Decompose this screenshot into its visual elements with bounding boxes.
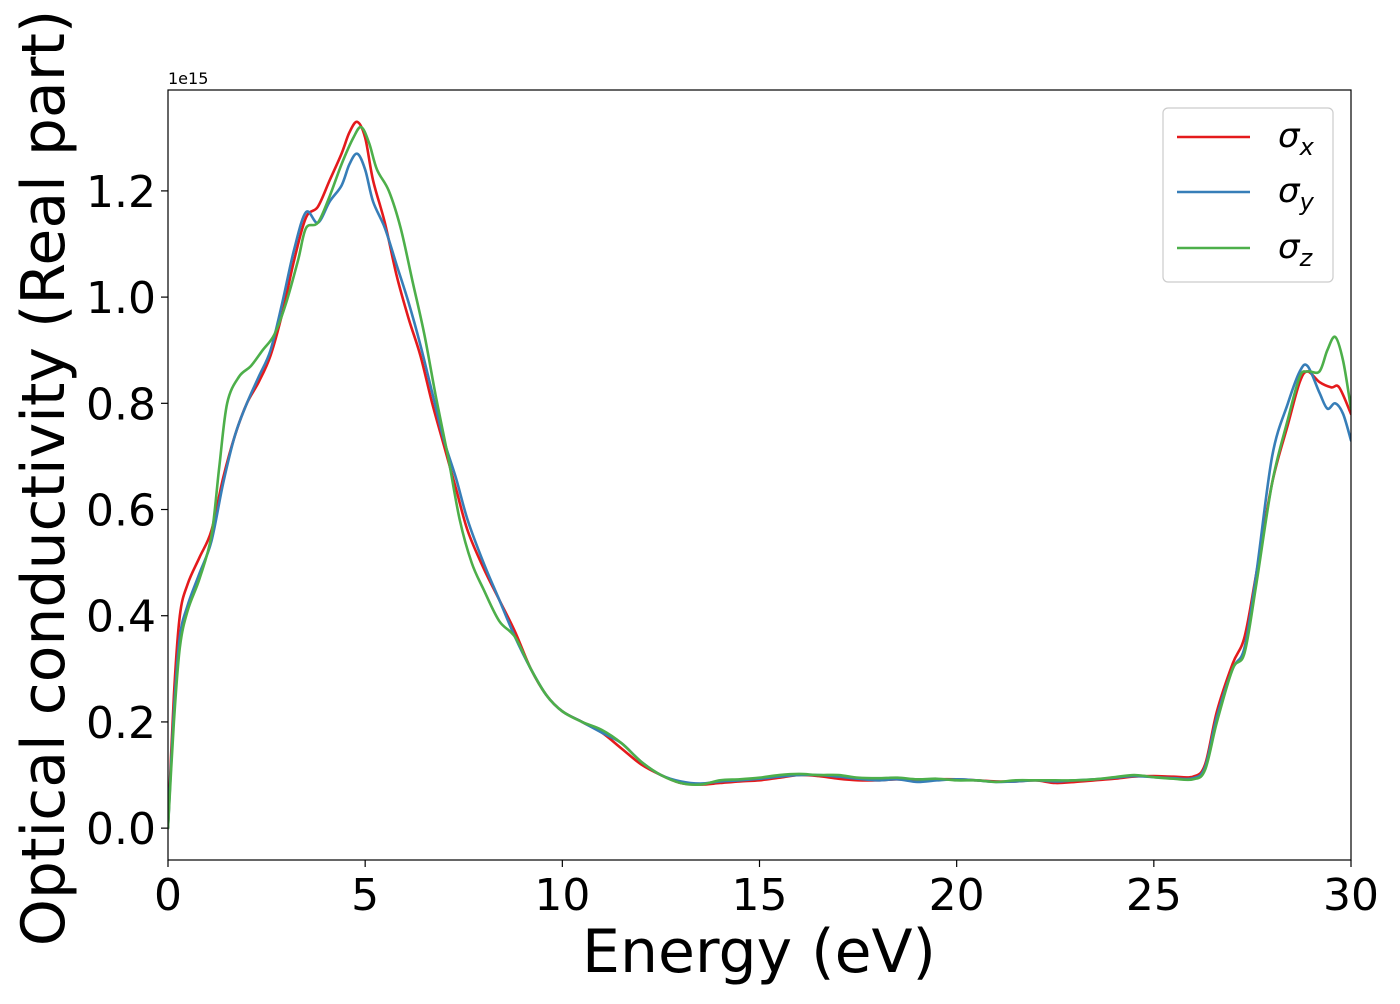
legend: σx σy σz (1162, 107, 1334, 283)
y-tick-label: 1.2 (86, 167, 156, 218)
series-group (168, 120, 1351, 830)
series-line-z (168, 125, 1351, 830)
x-tick-label: 5 (351, 870, 379, 921)
y-tick-label: 0.0 (86, 804, 156, 855)
y-tick-label: 0.8 (86, 379, 156, 430)
legend-label-x: σx (1278, 116, 1315, 161)
y-axis-ticks: 0.0 0.2 0.4 0.6 0.8 1.0 1.2 (86, 167, 168, 855)
x-tick-label: 25 (1126, 870, 1182, 921)
x-tick-label: 10 (534, 870, 590, 921)
y-tick-label: 1.0 (86, 273, 156, 324)
y-tick-label: 0.2 (86, 698, 156, 749)
legend-label-y: σy (1278, 171, 1315, 216)
y-tick-label: 0.6 (86, 486, 156, 537)
x-tick-label: 20 (929, 870, 985, 921)
x-tick-label: 30 (1323, 870, 1379, 921)
x-tick-label: 0 (154, 870, 182, 921)
x-axis-ticks: 0 5 10 15 20 25 30 (154, 860, 1379, 921)
legend-label-z: σz (1278, 227, 1314, 272)
legend-box (1162, 107, 1334, 283)
y-axis-label: Optical conductivity (Real part) (9, 10, 79, 947)
y-offset-label: 1e15 (168, 69, 208, 88)
x-axis-label: Energy (eV) (582, 917, 936, 987)
x-tick-label: 15 (732, 870, 788, 921)
y-tick-label: 0.4 (86, 592, 156, 643)
